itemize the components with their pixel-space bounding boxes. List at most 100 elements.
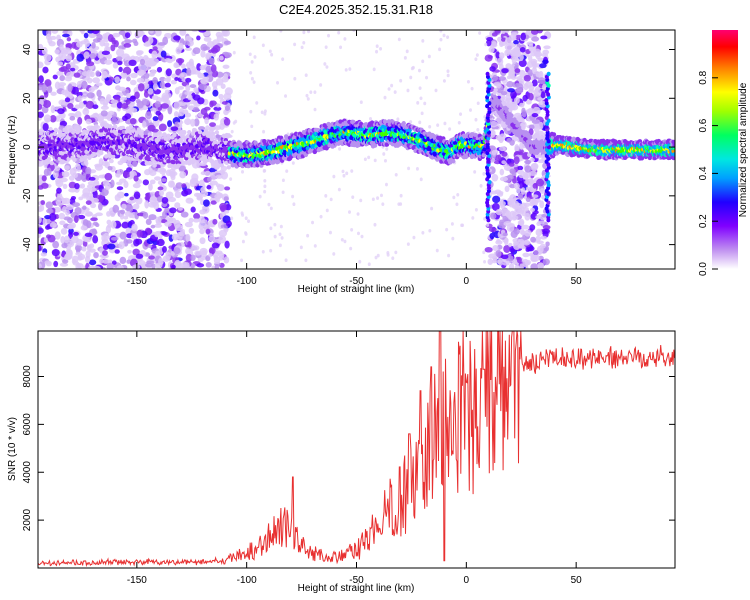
spectrogram-cell <box>86 69 93 77</box>
spectrogram-cell <box>69 67 76 72</box>
spectrogram-cell <box>49 213 57 222</box>
spectrogram-cell <box>524 261 531 266</box>
spectrogram-cell <box>67 103 74 110</box>
spectrogram-cell <box>171 264 176 269</box>
spectrogram-cell <box>57 108 65 115</box>
spectrogram-cell <box>270 52 274 57</box>
spectrogram-cell <box>81 246 87 252</box>
spectrogram-cell <box>119 256 127 265</box>
spectrogram-cell <box>503 244 511 253</box>
spectrogram-cell <box>174 123 180 128</box>
spectrogram-cell <box>379 193 383 198</box>
spectrogram-cell <box>328 230 332 235</box>
spectrogram-cell <box>476 127 480 132</box>
spectrogram-cell <box>537 220 545 225</box>
spectrogram-cell <box>68 231 74 239</box>
spectrogram-cell <box>539 188 545 194</box>
spectrogram-cell <box>528 124 535 130</box>
spectrogram-cell <box>517 169 525 175</box>
spectrogram-cell <box>492 195 501 204</box>
spectrogram-cell <box>479 184 483 188</box>
spectrogram-cell <box>513 228 520 235</box>
spectrogram-cell <box>38 75 44 84</box>
spectrogram-cell <box>108 110 115 116</box>
spectrogram-cell <box>181 261 188 269</box>
spectrogram-cell <box>192 70 201 75</box>
spectrogram-cell <box>522 252 530 258</box>
spectrogram-cell <box>304 73 308 77</box>
spectrogram-cell <box>313 244 317 248</box>
spectrogram-cell <box>384 182 388 187</box>
spectrogram-cell <box>212 89 219 97</box>
spectrogram-cell <box>147 88 154 95</box>
spectrogram-cell <box>302 40 306 45</box>
spectrogram-cell <box>213 255 219 260</box>
spectrogram-cell <box>517 165 524 171</box>
spectrogram-cell <box>152 116 159 122</box>
spectrogram-cell <box>71 41 77 49</box>
spectrogram-cell <box>119 231 127 240</box>
spectrogram-cell <box>168 197 177 203</box>
spectrogram-cell <box>337 187 341 192</box>
spectrogram-cell <box>244 216 248 221</box>
spectrogram-cell <box>428 124 432 129</box>
spectrogram-cell <box>324 194 328 198</box>
spectrogram-cell <box>347 210 351 214</box>
spectrogram-cell <box>199 179 205 186</box>
spectrogram-cell <box>253 55 257 59</box>
spectrogram-cell <box>126 76 131 82</box>
spectrogram-cell <box>161 231 168 236</box>
spectrogram-cell <box>143 72 150 79</box>
spectrogram-cell <box>215 174 224 179</box>
spectrogram-cell <box>110 103 119 108</box>
spectrogram-cell <box>58 212 66 220</box>
spectrogram-cell <box>491 149 497 156</box>
spectrogram-cell <box>482 250 486 255</box>
spectrogram-cell <box>280 236 284 240</box>
spectrogram-cell <box>128 106 135 113</box>
spectrogram-cell <box>126 159 132 166</box>
spectrogram-cell <box>489 66 496 72</box>
spectrogram-cell <box>387 87 391 91</box>
spectrogram-cell <box>114 76 121 84</box>
spectrogram-marks <box>38 30 675 269</box>
spectrogram-cell <box>332 174 336 179</box>
spectrogram-cell <box>197 97 205 105</box>
spectrogram-cell <box>209 122 216 127</box>
spectrogram-cell <box>57 82 67 87</box>
spectrogram-cell <box>519 102 525 108</box>
spectrogram-cell <box>101 50 111 56</box>
spectrogram-cell <box>109 211 116 218</box>
spectrogram-cell <box>49 114 57 123</box>
spectrogram-cell <box>537 77 546 84</box>
spectrogram-cell <box>91 228 97 235</box>
spectrogram-cell <box>376 253 380 258</box>
spectrogram-cell <box>338 147 342 151</box>
spectrogram-cell <box>210 131 216 136</box>
spectrogram-cell <box>91 30 100 35</box>
spectrogram-cell <box>86 183 95 190</box>
spectrogram-cell <box>98 202 103 211</box>
spectrogram-cell <box>273 234 277 239</box>
spectrogram-cell <box>45 33 52 41</box>
spectrogram-cell <box>489 232 495 240</box>
spectrogram-cell <box>96 82 103 87</box>
spectrogram-cell <box>92 265 101 269</box>
spectrogram-cell <box>204 170 211 176</box>
spectrogram-cell <box>60 228 68 235</box>
spectrogram-cell <box>170 79 177 85</box>
spectrogram-cell <box>535 51 541 60</box>
spectrogram-cell <box>345 171 349 176</box>
spectrogram-cell <box>495 135 502 141</box>
spectrogram-cell <box>255 101 259 105</box>
spectrogram-cell <box>178 231 185 237</box>
spectrogram-cell <box>421 230 425 235</box>
spectrogram-cell <box>126 128 132 133</box>
spectrogram-cell <box>325 65 329 69</box>
spectrogram-cell <box>65 63 71 70</box>
spectrogram-cell <box>505 49 514 55</box>
spectrogram-cell <box>64 97 71 103</box>
spectrogram-cell <box>412 235 416 240</box>
spectrogram-cell <box>145 63 154 68</box>
spectrogram-cell <box>38 61 44 69</box>
